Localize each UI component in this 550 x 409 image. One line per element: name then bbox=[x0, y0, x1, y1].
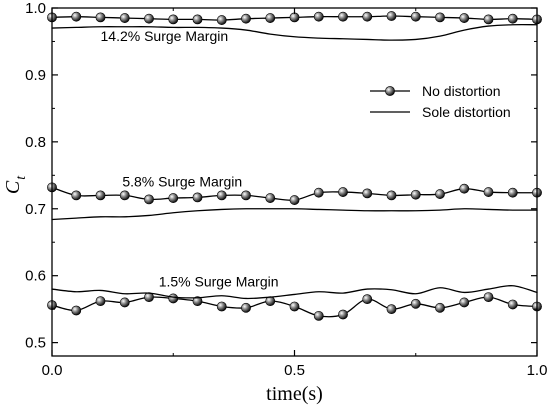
data-point-14-2-surge-margin-4 bbox=[144, 13, 154, 24]
annotation-surge-margin-2: 1.5% Surge Margin bbox=[159, 274, 279, 290]
data-point-1-5-surge-margin-10 bbox=[289, 301, 300, 312]
data-point-1-5-surge-margin-13 bbox=[362, 294, 373, 305]
data-point-5-8-surge-margin-12 bbox=[338, 187, 348, 197]
data-point-5-8-surge-margin-14 bbox=[386, 190, 397, 201]
data-point-1-5-surge-margin-11 bbox=[313, 310, 324, 321]
y-tick-label: 0.9 bbox=[25, 67, 46, 84]
data-point-14-2-surge-margin-18 bbox=[483, 14, 494, 25]
series-line-5-8-surge-margin-sole-distortion bbox=[51, 208, 538, 221]
plot-layer bbox=[47, 11, 542, 321]
y-axis-title: Ct bbox=[2, 175, 29, 194]
data-point-1-5-surge-margin-8 bbox=[241, 302, 251, 313]
legend-label-0: No distortion bbox=[422, 83, 501, 99]
legend-marker-0 bbox=[385, 86, 395, 96]
data-point-14-2-surge-margin-14 bbox=[386, 11, 397, 21]
data-point-14-2-surge-margin-12 bbox=[338, 11, 348, 22]
data-point-1-5-surge-margin-1 bbox=[71, 305, 82, 316]
data-point-5-8-surge-margin-8 bbox=[241, 190, 251, 201]
x-tick-label: 0.0 bbox=[42, 362, 63, 379]
data-point-5-8-surge-margin-2 bbox=[95, 190, 106, 201]
data-point-5-8-surge-margin-3 bbox=[119, 190, 130, 201]
annotation-surge-margin-0: 14.2% Surge Margin bbox=[101, 28, 229, 44]
data-point-14-2-surge-margin-10 bbox=[289, 12, 300, 23]
data-point-14-2-surge-margin-19 bbox=[507, 13, 518, 24]
data-point-14-2-surge-margin-5 bbox=[168, 14, 179, 25]
data-point-5-8-surge-margin-4 bbox=[144, 194, 154, 205]
x-tick-label: 1.0 bbox=[527, 362, 548, 379]
data-point-5-8-surge-margin-6 bbox=[192, 192, 203, 203]
legend-label-1: Sole distortion bbox=[422, 104, 511, 120]
data-point-14-2-surge-margin-9 bbox=[265, 13, 276, 23]
x-axis-title: time(s) bbox=[266, 383, 323, 405]
data-point-5-8-surge-margin-13 bbox=[362, 188, 373, 199]
axes-layer bbox=[51, 7, 538, 357]
data-point-5-8-surge-margin-7 bbox=[216, 190, 227, 201]
y-axis-title-main: C bbox=[2, 180, 24, 194]
data-point-14-2-surge-margin-3 bbox=[119, 13, 130, 23]
data-point-14-2-surge-margin-13 bbox=[362, 11, 373, 22]
data-point-5-8-surge-margin-16 bbox=[435, 189, 445, 199]
data-point-14-2-surge-margin-16 bbox=[435, 12, 445, 23]
annotation-surge-margin-1: 5.8% Surge Margin bbox=[122, 173, 242, 189]
data-point-1-5-surge-margin-12 bbox=[338, 309, 348, 320]
data-point-1-5-surge-margin-6 bbox=[192, 296, 203, 307]
y-axis-title-subscript: t bbox=[14, 175, 29, 180]
data-point-1-5-surge-margin-3 bbox=[119, 297, 130, 308]
data-point-5-8-surge-margin-15 bbox=[410, 189, 421, 200]
data-point-5-8-surge-margin-10 bbox=[289, 195, 300, 205]
data-point-1-5-surge-margin-2 bbox=[95, 296, 106, 307]
y-tick-label: 0.8 bbox=[25, 134, 46, 151]
data-point-14-2-surge-margin-2 bbox=[95, 12, 106, 23]
data-point-1-5-surge-margin-14 bbox=[386, 304, 397, 315]
data-point-14-2-surge-margin-8 bbox=[241, 13, 251, 24]
data-point-5-8-surge-margin-11 bbox=[313, 187, 324, 198]
series-line-14-2-surge-margin-sole-distortion bbox=[51, 23, 538, 41]
series-line-1-5-surge-margin-sole-distortion bbox=[51, 285, 538, 300]
data-point-1-5-surge-margin-18 bbox=[483, 292, 494, 303]
y-tick-label: 1.0 bbox=[25, 0, 46, 17]
data-point-5-8-surge-margin-5 bbox=[168, 193, 179, 203]
data-point-1-5-surge-margin-17 bbox=[459, 297, 470, 308]
data-point-14-2-surge-margin-15 bbox=[410, 11, 421, 22]
data-point-5-8-surge-margin-19 bbox=[507, 187, 518, 198]
y-tick-label: 0.6 bbox=[25, 268, 46, 285]
data-point-1-5-surge-margin-16 bbox=[435, 302, 445, 313]
data-point-5-8-surge-margin-1 bbox=[71, 190, 82, 201]
data-point-1-5-surge-margin-15 bbox=[410, 298, 421, 309]
y-tick-label: 0.5 bbox=[25, 335, 46, 352]
y-tick-label: 0.7 bbox=[25, 201, 46, 218]
data-point-5-8-surge-margin-9 bbox=[265, 193, 276, 203]
data-point-14-2-surge-margin-6 bbox=[192, 14, 203, 25]
data-point-1-5-surge-margin-19 bbox=[507, 299, 518, 310]
x-tick-label: 0.5 bbox=[284, 362, 305, 379]
data-point-5-8-surge-margin-17 bbox=[459, 183, 470, 194]
data-point-14-2-surge-margin-1 bbox=[71, 11, 82, 22]
data-point-14-2-surge-margin-17 bbox=[459, 13, 470, 23]
data-point-14-2-surge-margin-11 bbox=[313, 11, 324, 22]
data-point-1-5-surge-margin-7 bbox=[216, 301, 227, 312]
data-point-1-5-surge-margin-5 bbox=[168, 293, 179, 304]
data-point-14-2-surge-margin-7 bbox=[216, 15, 227, 25]
data-point-5-8-surge-margin-18 bbox=[483, 187, 494, 197]
